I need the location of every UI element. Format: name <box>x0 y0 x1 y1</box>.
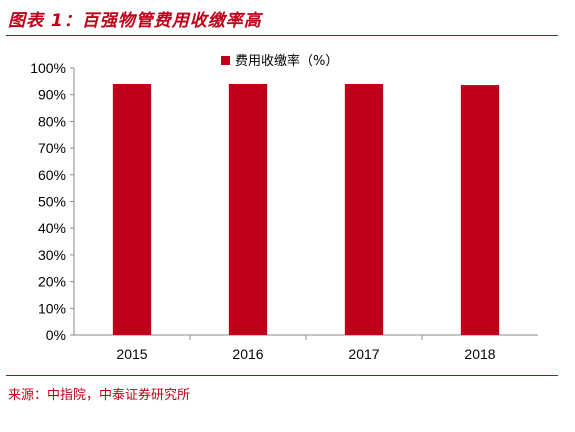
y-tick-label: 0% <box>46 327 66 343</box>
x-tick-label-2016: 2016 <box>232 346 263 362</box>
y-tick-label: 90% <box>38 87 66 103</box>
bar-2016 <box>228 84 268 336</box>
source-note: 来源：中指院，中泰证券研究所 <box>8 388 191 403</box>
legend-label: 费用收缴率（%） <box>235 53 338 69</box>
bar-2017 <box>344 84 384 336</box>
bar-2015 <box>112 84 152 336</box>
title-divider <box>6 35 558 36</box>
y-tick-label: 30% <box>38 247 66 263</box>
x-tick-label-2015: 2015 <box>116 346 147 362</box>
y-tick-label: 70% <box>38 140 66 156</box>
y-tick-label: 10% <box>38 300 66 316</box>
x-axis-ticks: 2015 2016 2017 2018 <box>116 335 496 362</box>
y-tick-label: 100% <box>30 60 66 76</box>
x-tick-label-2017: 2017 <box>348 346 379 362</box>
bar-2018 <box>460 85 500 335</box>
y-tick-label: 80% <box>38 113 66 129</box>
y-tick-label: 40% <box>38 220 66 236</box>
y-axis-ticks: 0% 10% 20% 30% 40% 50% 60% 70% 80% 90% 100% <box>30 60 74 343</box>
legend: 费用收缴率（%） <box>221 53 338 69</box>
y-tick-label: 60% <box>38 167 66 183</box>
footer-divider <box>6 375 558 376</box>
x-tick-label-2018: 2018 <box>464 346 495 362</box>
y-tick-label: 50% <box>38 194 66 210</box>
legend-swatch <box>221 56 230 65</box>
bars <box>112 84 500 336</box>
chart-title: 图表 1：百强物管费用收缴率高 <box>8 11 262 31</box>
y-tick-label: 20% <box>38 274 66 290</box>
